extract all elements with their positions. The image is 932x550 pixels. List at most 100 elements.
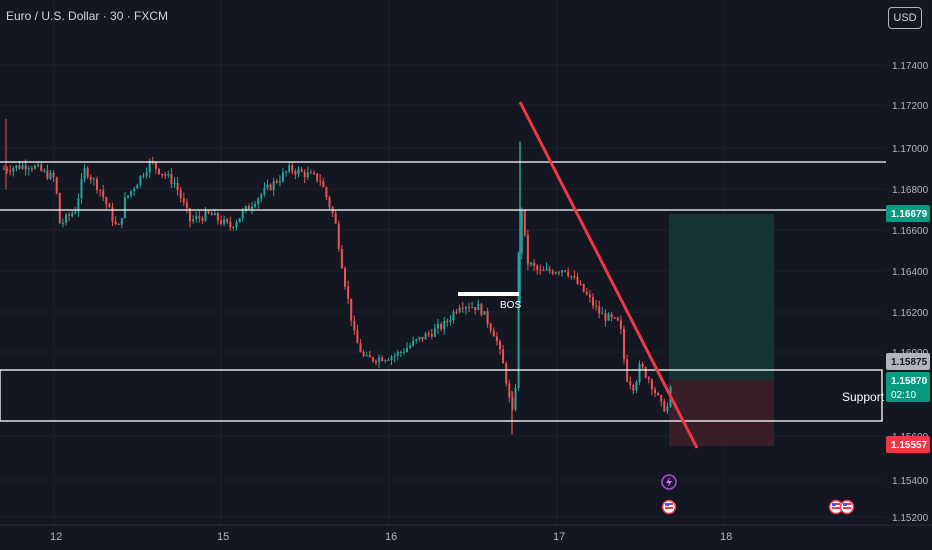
candle-body: [164, 174, 167, 176]
candle-body: [86, 168, 89, 177]
candle-body: [430, 333, 433, 337]
candle-body: [123, 197, 126, 219]
candle-body: [393, 355, 396, 357]
candle-body: [613, 317, 616, 319]
candle-body: [55, 177, 58, 194]
candle-body: [24, 165, 27, 170]
candle-body: [406, 347, 408, 352]
candle-body: [468, 307, 470, 309]
candle-body: [133, 188, 136, 191]
candle-body: [114, 221, 117, 224]
price-badge-label: 1.15875: [891, 357, 928, 368]
candle-body: [375, 360, 377, 363]
candle-body: [641, 363, 644, 368]
candle-body: [204, 211, 207, 221]
price-badge: [886, 353, 930, 370]
candle-body: [542, 270, 545, 272]
candle-body: [68, 214, 71, 217]
candle-body: [21, 165, 24, 169]
candle-body: [502, 349, 505, 364]
candle-body: [322, 181, 325, 188]
candle-body: [12, 168, 15, 172]
candle-body: [356, 330, 359, 344]
candle-body: [650, 379, 653, 390]
candle-body: [666, 406, 669, 412]
candle-body: [418, 336, 421, 340]
candle-body: [15, 165, 18, 169]
candle-body: [74, 211, 77, 214]
us-flag-event-icon[interactable]: [661, 499, 677, 515]
candle-body: [607, 313, 610, 321]
us-flag-event-icon[interactable]: [839, 499, 855, 515]
candle-body: [424, 333, 427, 340]
candle-body: [582, 283, 585, 292]
candle-body: [136, 184, 139, 189]
candle-body: [235, 222, 238, 228]
candle-body: [433, 328, 436, 337]
candle-body: [486, 311, 489, 324]
candle-body: [390, 356, 393, 361]
candle-body: [251, 206, 253, 210]
candle-body: [396, 352, 399, 356]
candle-body: [158, 168, 160, 174]
candle-body: [381, 357, 384, 362]
time-axis[interactable]: 12 15 16 17 18: [0, 524, 932, 543]
candle-body: [99, 189, 102, 191]
candle-body: [297, 169, 300, 175]
candle-body: [108, 204, 111, 208]
price-tick-label: 1.17200: [892, 101, 929, 112]
support-box: [0, 369, 883, 422]
countdown-label: 02:10: [891, 390, 916, 401]
price-axis[interactable]: 1.17400 1.17200 1.17000 1.16800 1.16600 1.164…: [886, 0, 932, 550]
currency-button[interactable]: USD: [888, 7, 922, 29]
candle-body: [161, 173, 164, 175]
candle-body: [443, 321, 446, 330]
candle-body: [117, 223, 120, 225]
price-tick-label: 1.17400: [892, 61, 929, 72]
candle-body: [598, 306, 601, 314]
candle-body: [27, 168, 30, 170]
lightning-event-icon[interactable]: [661, 474, 677, 490]
candle-body: [306, 172, 309, 178]
candle-body: [517, 253, 520, 389]
candle-body: [170, 173, 173, 184]
candle-body: [120, 218, 123, 225]
candle-body: [46, 170, 49, 179]
flag-stripe: [832, 507, 840, 509]
candle-body: [334, 213, 337, 224]
candle-body: [362, 352, 365, 356]
candle-body: [359, 343, 362, 353]
candle-body: [567, 271, 570, 277]
candle-body: [365, 355, 368, 357]
candle-body: [471, 307, 474, 309]
candle-body: [576, 276, 579, 284]
flag-stripe: [843, 507, 851, 509]
annotations: BOS Support: [500, 300, 885, 404]
candle-body: [427, 333, 430, 335]
us-flag-event-icon[interactable]: [828, 499, 844, 515]
candle-body: [216, 213, 219, 221]
candle-body: [266, 184, 269, 188]
candle-body: [210, 213, 213, 216]
price-badge-label: 1.15870: [891, 376, 928, 387]
flag-stripe: [665, 507, 673, 509]
candle-body: [561, 270, 563, 273]
flag-canton: [843, 503, 847, 506]
candles: [3, 118, 672, 435]
candle-body: [350, 298, 353, 321]
candle-body: [551, 271, 554, 274]
candle-body: [189, 208, 191, 222]
candle-body: [6, 168, 9, 171]
event-markers[interactable]: [661, 474, 855, 515]
candle-body: [629, 381, 632, 386]
candle-body: [595, 305, 598, 307]
candle-body: [325, 187, 328, 198]
candle-body: [195, 216, 198, 220]
candle-body: [96, 178, 98, 190]
candle-body: [570, 276, 573, 278]
candle-body: [371, 357, 374, 361]
candle-body: [415, 339, 418, 341]
candle-body: [83, 168, 86, 179]
candle-body: [632, 385, 635, 391]
